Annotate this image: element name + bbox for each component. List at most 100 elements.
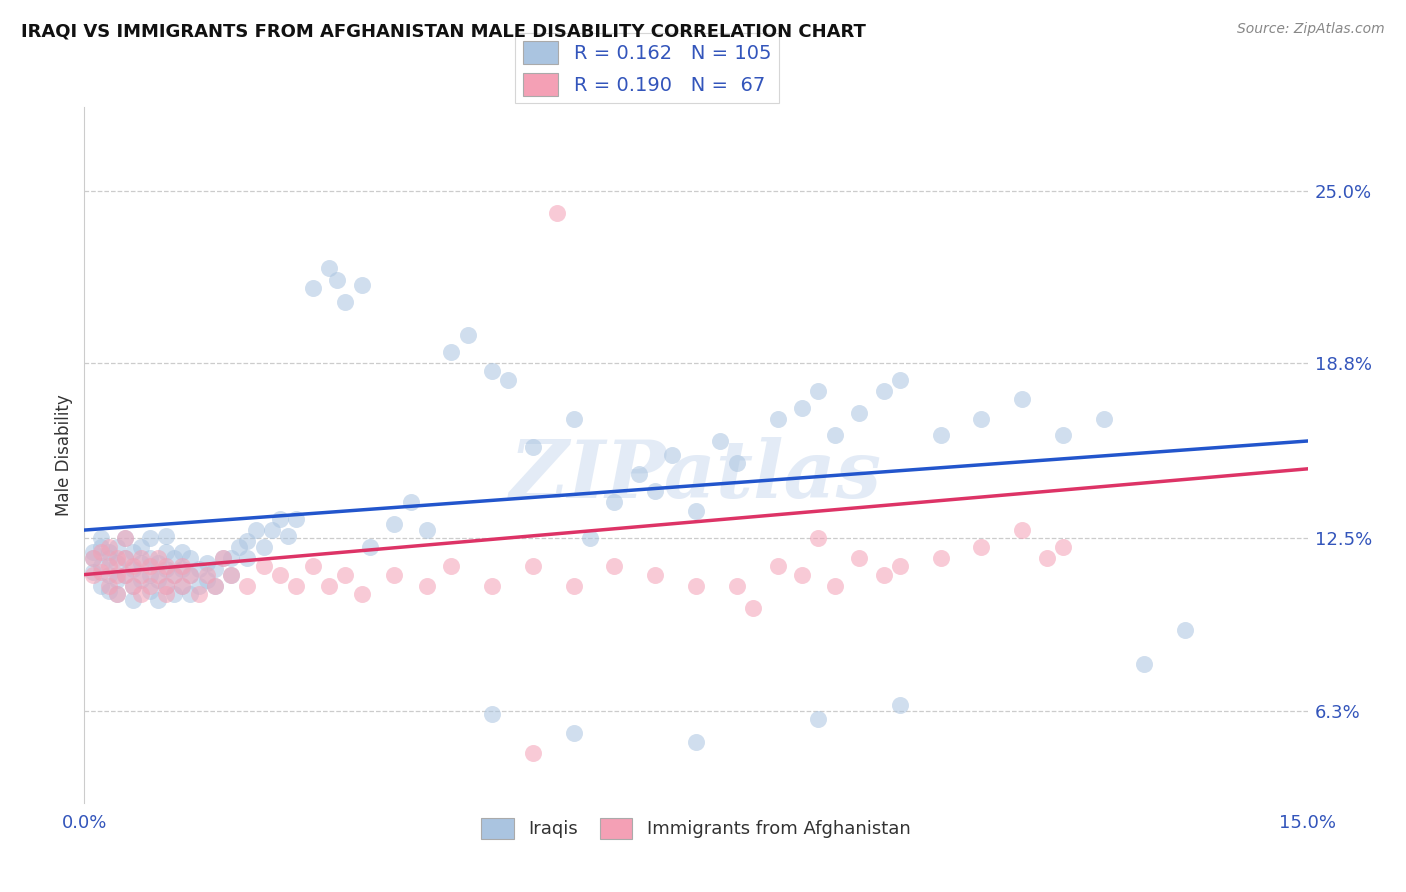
Point [685,579,707,593]
Point [260,523,283,537]
Point [848,406,870,420]
Point [90,540,112,554]
Point [725,456,748,470]
Point [163,567,186,582]
Point [562,411,585,425]
Point [187,587,209,601]
Point [416,579,439,593]
Point [114,550,136,565]
Point [481,364,503,378]
Point [90,545,112,559]
Point [1052,540,1074,554]
Point [661,448,683,462]
Point [481,579,503,593]
Point [97,579,120,593]
Point [90,559,112,574]
Point [172,579,194,593]
Point [155,579,177,593]
Point [1011,392,1033,407]
Point [269,512,291,526]
Point [440,345,463,359]
Point [82,550,104,565]
Point [212,550,235,565]
Point [146,567,169,582]
Point [122,592,145,607]
Point [725,579,748,593]
Point [131,550,153,565]
Point [889,698,911,713]
Point [122,579,145,593]
Point [172,545,194,559]
Point [824,428,846,442]
Point [172,579,194,593]
Point [131,587,153,601]
Point [155,587,177,601]
Point [163,567,186,582]
Text: IRAQI VS IMMIGRANTS FROM AFGHANISTAN MALE DISABILITY CORRELATION CHART: IRAQI VS IMMIGRANTS FROM AFGHANISTAN MAL… [21,22,866,40]
Point [236,534,259,549]
Point [82,545,104,559]
Point [929,550,952,565]
Point [114,532,136,546]
Point [212,550,235,565]
Point [929,428,952,442]
Point [685,734,707,748]
Point [766,559,789,574]
Point [105,587,128,601]
Point [122,559,145,574]
Point [603,495,626,509]
Point [562,726,585,740]
Point [848,550,870,565]
Point [742,601,765,615]
Point [253,559,276,574]
Point [277,528,299,542]
Point [195,567,218,582]
Point [627,467,650,482]
Point [807,712,830,726]
Point [105,573,128,587]
Point [245,523,267,537]
Point [498,373,520,387]
Point [253,540,276,554]
Point [889,559,911,574]
Point [204,579,226,593]
Point [790,401,813,415]
Point [382,567,405,582]
Point [350,278,373,293]
Point [131,557,153,571]
Point [138,532,160,546]
Point [138,584,160,599]
Point [105,550,128,565]
Point [138,550,160,565]
Point [187,579,209,593]
Point [204,562,226,576]
Point [90,532,112,546]
Point [236,579,259,593]
Point [155,559,177,574]
Point [603,559,626,574]
Point [889,373,911,387]
Point [179,567,201,582]
Point [195,557,218,571]
Point [416,523,439,537]
Point [546,206,568,220]
Point [155,579,177,593]
Point [195,573,218,587]
Point [522,559,544,574]
Point [122,562,145,576]
Point [1052,428,1074,442]
Point [146,550,169,565]
Point [105,540,128,554]
Point [155,562,177,576]
Point [97,567,120,582]
Point [807,532,830,546]
Point [335,567,357,582]
Point [522,440,544,454]
Point [872,567,894,582]
Point [105,557,128,571]
Point [105,587,128,601]
Point [155,545,177,559]
Point [318,579,340,593]
Point [146,592,169,607]
Point [82,567,104,582]
